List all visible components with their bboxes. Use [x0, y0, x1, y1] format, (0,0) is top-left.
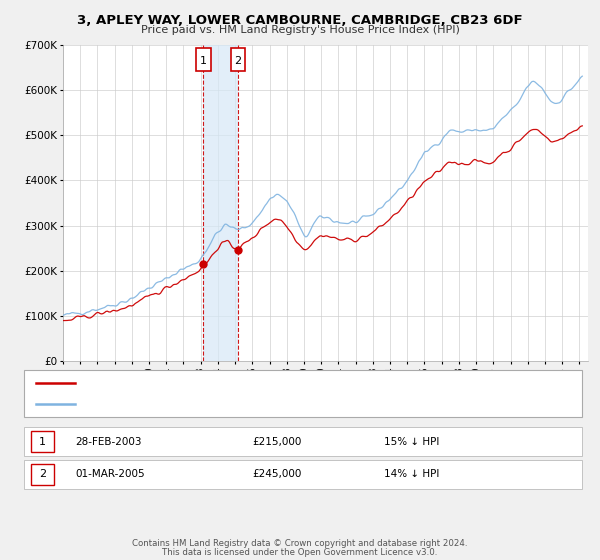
Text: 3, APLEY WAY, LOWER CAMBOURNE, CAMBRIDGE, CB23 6DF: 3, APLEY WAY, LOWER CAMBOURNE, CAMBRIDGE… [77, 14, 523, 27]
Text: HPI: Average price, detached house, South Cambridgeshire: HPI: Average price, detached house, Sout… [81, 399, 371, 409]
Bar [203, 45, 238, 361]
Text: £215,000: £215,000 [252, 437, 301, 447]
Text: 28-FEB-2003: 28-FEB-2003 [75, 437, 142, 447]
FancyBboxPatch shape [196, 48, 211, 71]
FancyBboxPatch shape [231, 48, 245, 71]
Text: 14% ↓ HPI: 14% ↓ HPI [384, 469, 439, 479]
Text: 1: 1 [200, 56, 207, 66]
Text: 1: 1 [39, 437, 46, 447]
Text: 01-MAR-2005: 01-MAR-2005 [75, 469, 145, 479]
Text: This data is licensed under the Open Government Licence v3.0.: This data is licensed under the Open Gov… [163, 548, 437, 557]
Text: 2: 2 [39, 469, 46, 479]
Text: 3, APLEY WAY, LOWER CAMBOURNE, CAMBRIDGE, CB23 6DF (detached house): 3, APLEY WAY, LOWER CAMBOURNE, CAMBRIDGE… [81, 378, 466, 388]
Text: £245,000: £245,000 [252, 469, 301, 479]
Text: 2: 2 [235, 56, 242, 66]
Text: 15% ↓ HPI: 15% ↓ HPI [384, 437, 439, 447]
Text: Contains HM Land Registry data © Crown copyright and database right 2024.: Contains HM Land Registry data © Crown c… [132, 539, 468, 548]
Text: Price paid vs. HM Land Registry's House Price Index (HPI): Price paid vs. HM Land Registry's House … [140, 25, 460, 35]
